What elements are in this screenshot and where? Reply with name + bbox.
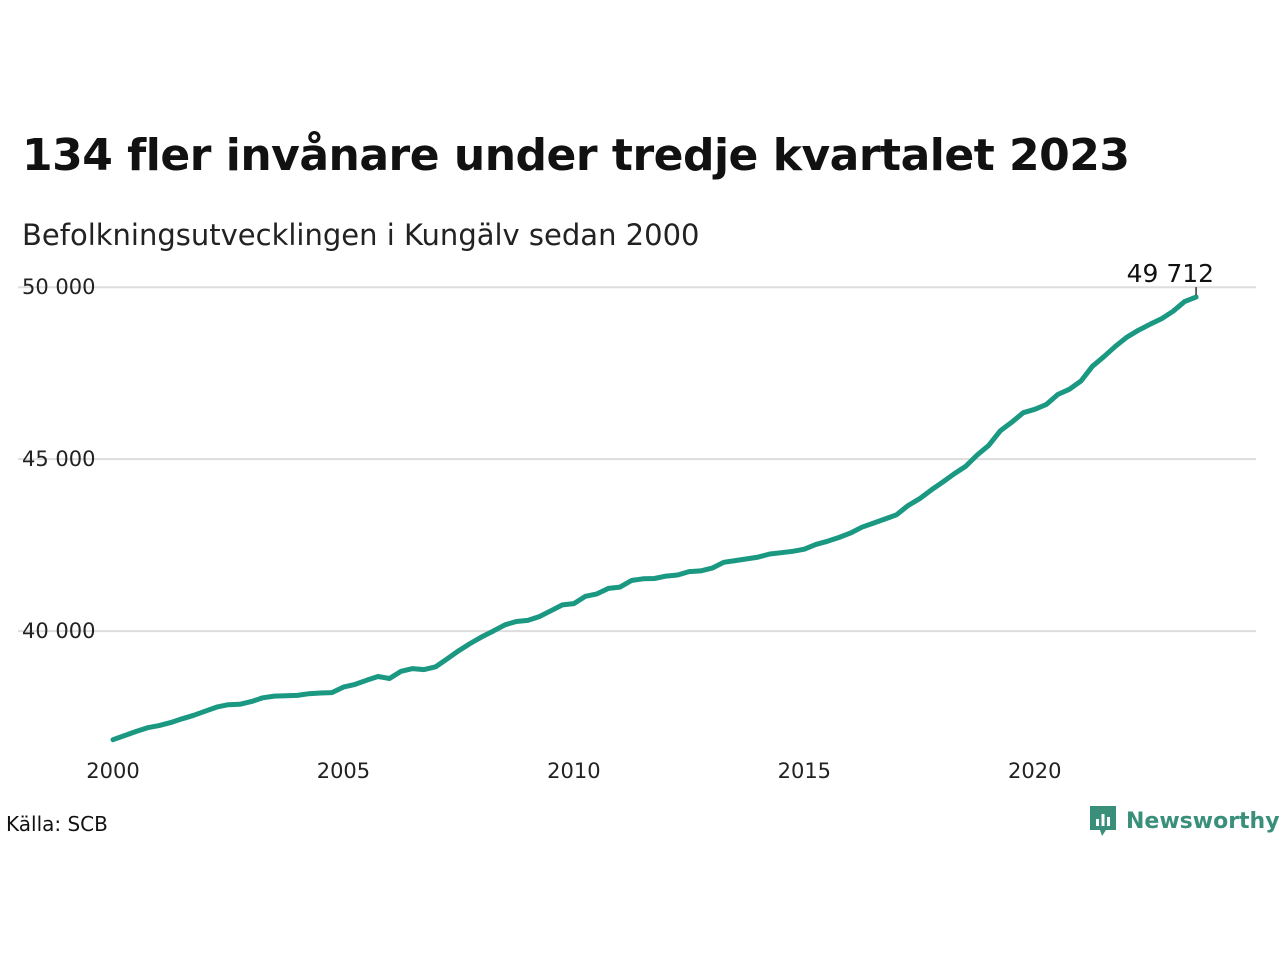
data-labels: 49 712 — [1127, 259, 1214, 296]
last-value-label: 49 712 — [1127, 259, 1214, 288]
series-line — [110, 294, 1199, 743]
x-tick-label: 2000 — [86, 759, 139, 783]
brand-logo: Newsworthy — [1088, 804, 1280, 838]
x-tick-label: 2020 — [1008, 759, 1061, 783]
y-tick-label: 40 000 — [22, 619, 95, 643]
y-tick-label: 45 000 — [22, 447, 95, 471]
x-tick-label: 2010 — [547, 759, 600, 783]
x-tick-label: 2015 — [778, 759, 831, 783]
series — [110, 294, 1199, 743]
newsworthy-logo-icon — [1090, 806, 1116, 836]
chart-title: 134 fler invånare under tredje kvartalet… — [22, 130, 1130, 181]
y-tick-label: 50 000 — [22, 275, 95, 299]
x-tick-label: 2005 — [317, 759, 370, 783]
source-note: Källa: SCB — [6, 812, 108, 836]
brand-name: Newsworthy — [1126, 808, 1280, 834]
x-axis-ticks: 2000 2005 2010 2015 2020 — [86, 759, 1061, 783]
chart-subtitle: Befolkningsutvecklingen i Kungälv sedan … — [22, 218, 700, 252]
grid-lines — [18, 286, 1256, 633]
y-axis-ticks: 40 000 45 000 50 000 — [22, 275, 95, 643]
